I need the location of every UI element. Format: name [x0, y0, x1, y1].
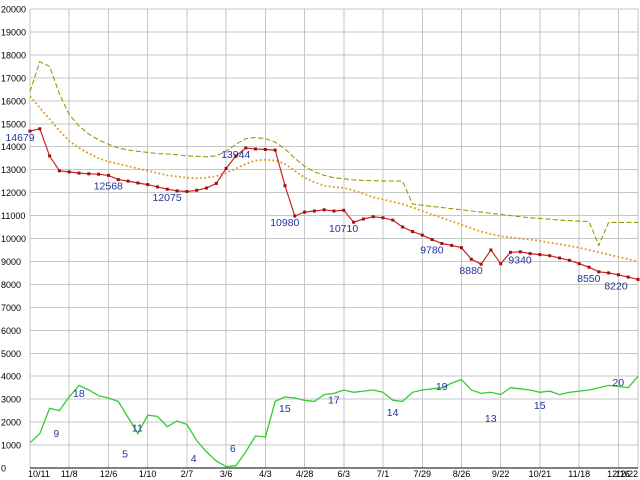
svg-text:8220: 8220: [604, 280, 628, 292]
svg-text:11000: 11000: [1, 211, 25, 221]
series-ma-long-line: [29, 61, 638, 247]
svg-text:6: 6: [230, 443, 236, 455]
y-axis-labels: 0 1000 2000 3000 4000 5000 6000 7000 8000 9000 100…: [1, 5, 26, 474]
svg-text:8/26: 8/26: [453, 469, 471, 479]
svg-text:14679: 14679: [5, 132, 34, 144]
svg-text:12/6: 12/6: [100, 469, 118, 479]
svg-text:13000: 13000: [1, 165, 26, 175]
svg-text:9780: 9780: [420, 245, 444, 257]
svg-text:19000: 19000: [1, 28, 26, 38]
svg-text:18000: 18000: [1, 50, 26, 60]
svg-text:12/16: 12/16: [607, 469, 630, 479]
svg-text:10/11: 10/11: [28, 469, 50, 479]
series-price-line: [29, 128, 639, 280]
svg-text:14000: 14000: [1, 142, 26, 152]
svg-text:12568: 12568: [94, 181, 123, 193]
svg-text:3000: 3000: [1, 395, 21, 405]
series-lower-line-line: [29, 375, 639, 468]
x-axis-labels: 10/11 11/8 12/6 1/10 2/7 3/6 4/3 4/28 6/3 7/1 7/29…: [28, 469, 638, 479]
svg-text:4000: 4000: [1, 372, 21, 382]
svg-text:4: 4: [191, 453, 197, 465]
svg-text:14: 14: [387, 407, 399, 419]
svg-text:11/8: 11/8: [61, 469, 78, 479]
svg-text:11/18: 11/18: [568, 469, 590, 479]
svg-text:3/6: 3/6: [220, 469, 233, 479]
svg-text:1000: 1000: [1, 441, 21, 451]
svg-text:7000: 7000: [1, 303, 21, 313]
price-value-labels: 14679 12568 12075 13944 10980 10710 9780 8880 93…: [5, 132, 627, 292]
svg-text:9: 9: [53, 428, 59, 440]
series-ma-short-line: [29, 95, 639, 263]
svg-text:17: 17: [328, 395, 340, 407]
svg-text:8550: 8550: [577, 273, 601, 285]
svg-text:2/7: 2/7: [181, 469, 194, 479]
svg-text:4/28: 4/28: [296, 469, 314, 479]
h-gridlines: [30, 8, 638, 446]
svg-text:10980: 10980: [270, 217, 299, 229]
svg-text:10710: 10710: [329, 223, 358, 235]
svg-text:1/10: 1/10: [139, 469, 157, 479]
series-price-markers: [28, 127, 640, 281]
svg-text:6/3: 6/3: [338, 469, 351, 479]
svg-text:20000: 20000: [1, 5, 26, 15]
svg-text:16000: 16000: [1, 96, 26, 106]
svg-text:4/3: 4/3: [259, 469, 272, 479]
svg-text:10/21: 10/21: [529, 469, 552, 479]
svg-text:11: 11: [132, 422, 143, 434]
svg-text:7/29: 7/29: [414, 469, 432, 479]
svg-text:15: 15: [279, 403, 291, 415]
svg-text:6000: 6000: [1, 326, 21, 336]
svg-text:5000: 5000: [1, 349, 21, 359]
svg-text:13: 13: [485, 413, 497, 425]
svg-text:12000: 12000: [1, 188, 26, 198]
svg-text:9000: 9000: [1, 257, 21, 267]
svg-text:15: 15: [534, 400, 546, 412]
svg-text:18: 18: [73, 388, 85, 400]
svg-text:7/1: 7/1: [377, 469, 390, 479]
svg-text:0: 0: [1, 464, 6, 474]
svg-text:8880: 8880: [459, 265, 483, 277]
svg-text:10000: 10000: [1, 234, 26, 244]
svg-text:2000: 2000: [1, 418, 21, 428]
svg-text:17000: 17000: [1, 73, 26, 83]
v-gridlines: [29, 9, 639, 468]
svg-text:12/22: 12/22: [615, 469, 638, 479]
svg-text:8000: 8000: [1, 280, 21, 290]
svg-text:15000: 15000: [1, 119, 26, 129]
svg-text:20: 20: [612, 377, 624, 389]
svg-text:12075: 12075: [152, 192, 181, 204]
svg-text:9/22: 9/22: [492, 469, 510, 479]
svg-text:13944: 13944: [221, 149, 250, 161]
svg-text:19: 19: [436, 381, 448, 393]
svg-text:9340: 9340: [508, 255, 532, 267]
svg-text:5: 5: [122, 449, 128, 461]
lower-value-labels: 9 18 5 11 4 6 15 17 14 19 13 15 20: [53, 377, 624, 465]
